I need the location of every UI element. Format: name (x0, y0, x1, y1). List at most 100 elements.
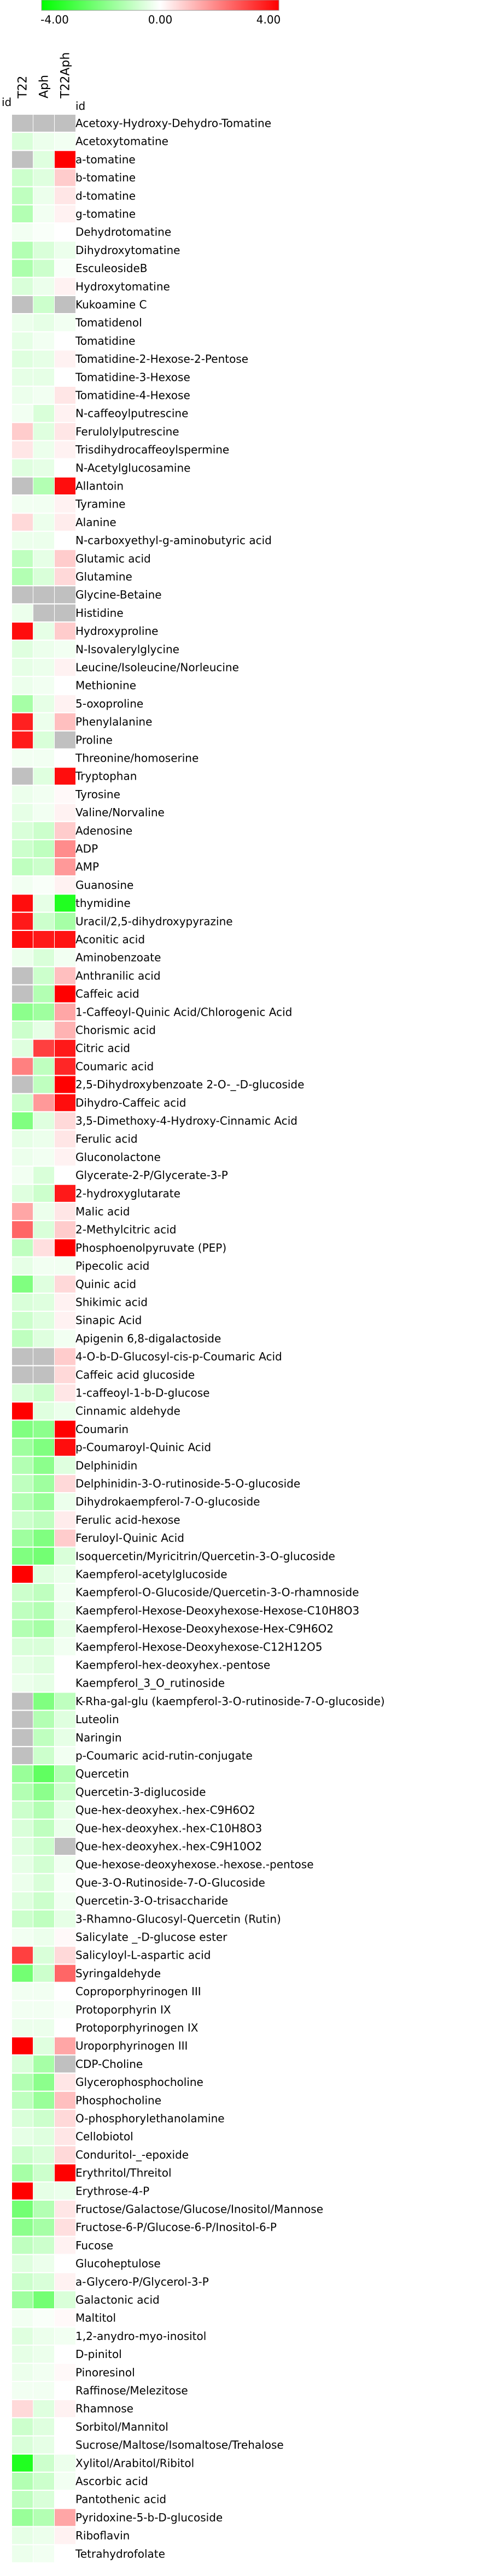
heatmap-cell (55, 1402, 75, 1420)
row-label: Naringin (75, 1731, 122, 1744)
heatmap-cell (12, 2291, 33, 2308)
heatmap-cells (12, 115, 75, 2562)
heatmap-cell (55, 858, 75, 876)
row-label: Tryptophan (75, 770, 137, 783)
heatmap-cell (33, 514, 54, 531)
heatmap-cell (55, 314, 75, 332)
heatmap-cell (55, 2237, 75, 2254)
heatmap-cell (33, 314, 54, 332)
row-label: Quinic acid (75, 1277, 136, 1290)
heatmap-cell (55, 2418, 75, 2436)
heatmap-cell (55, 985, 75, 1003)
heatmap-cell (12, 1166, 33, 1184)
heatmap-cell (55, 532, 75, 549)
heatmap-cell (12, 1584, 33, 1601)
row-label: Dehydrotomatine (75, 226, 171, 239)
heatmap-cell (33, 459, 54, 476)
heatmap-cell (33, 1420, 54, 1438)
heatmap-cell (55, 151, 75, 168)
row-label: thymidine (75, 897, 131, 910)
heatmap-cell (55, 640, 75, 658)
heatmap-cell (55, 241, 75, 259)
heatmap-cell (12, 223, 33, 241)
heatmap-cell (55, 2454, 75, 2472)
heatmap-cell (12, 2110, 33, 2127)
row-label: Uracil/2,5-dihydroxypyrazine (75, 915, 233, 928)
heatmap-cell (55, 568, 75, 585)
row-label: Allantoin (75, 480, 124, 493)
heatmap-cell (55, 2545, 75, 2562)
row-label: Pantothenic acid (75, 2493, 166, 2506)
row-label: Kaempferol-O-Glucoside/Quercetin-3-O-rha… (75, 1586, 359, 1599)
heatmap-cell (55, 1838, 75, 1855)
row-label: Shikimic acid (75, 1296, 148, 1309)
heatmap-cell (33, 1221, 54, 1239)
heatmap-cell (33, 2164, 54, 2182)
heatmap-cell (55, 1475, 75, 1492)
heatmap-cell (12, 2001, 33, 2018)
heatmap-cell (55, 2327, 75, 2345)
heatmap-cell (12, 1947, 33, 1964)
heatmap-cell (55, 2091, 75, 2109)
heatmap-cell (12, 1711, 33, 1728)
heatmap-cell (55, 840, 75, 857)
heatmap-cell (55, 2182, 75, 2200)
heatmap-cell (33, 695, 54, 712)
heatmap-cell (55, 2436, 75, 2454)
heatmap-cell (55, 1620, 75, 1637)
heatmap-cell (33, 1547, 54, 1565)
heatmap-cell (33, 912, 54, 930)
heatmap-cell (33, 1493, 54, 1511)
row-label: Fructose-6-P/Glucose-6-P/Inositol-6-P (75, 2221, 277, 2234)
heatmap-cell (12, 205, 33, 222)
heatmap-cell (33, 1819, 54, 1837)
heatmap-cell (55, 1275, 75, 1293)
heatmap-cell (55, 1729, 75, 1746)
heatmap-cell (55, 2019, 75, 2036)
heatmap-cell (33, 1402, 54, 1420)
heatmap-cell (12, 2073, 33, 2091)
heatmap-cell (33, 241, 54, 259)
heatmap-cell (12, 1729, 33, 1746)
heatmap-cell (12, 1058, 33, 1075)
heatmap-cell (55, 2291, 75, 2308)
row-label: Conduritol-_-epoxide (75, 2148, 189, 2161)
heatmap-cell (33, 1892, 54, 1909)
heatmap-cell (55, 1384, 75, 1401)
heatmap-cell (33, 115, 54, 132)
heatmap-cell (12, 677, 33, 694)
heatmap-cell (33, 1910, 54, 1927)
heatmap-cell (33, 1620, 54, 1637)
heatmap-cell (33, 1929, 54, 1946)
colorbar-label-min: -4.00 (40, 13, 69, 26)
heatmap-cell (12, 169, 33, 186)
heatmap-cell (55, 1330, 75, 1347)
row-label: Ascorbic acid (75, 2475, 148, 2488)
heatmap-cell (12, 1022, 33, 1039)
heatmap-cell (12, 695, 33, 712)
heatmap-cell (55, 1929, 75, 1946)
heatmap-cell (12, 1511, 33, 1529)
row-label: Alanine (75, 516, 116, 529)
heatmap-cell (55, 2491, 75, 2508)
row-label: K-Rha-gal-glu (kaempferol-3-O-rutinoside… (75, 1695, 385, 1708)
heatmap-cell (55, 1112, 75, 1129)
heatmap-cell (12, 2473, 33, 2490)
row-label: Que-hex-deoxyhex.-hex-C9H6O2 (75, 1803, 255, 1817)
row-label: g-tomatine (75, 208, 136, 221)
heatmap-cell (33, 2201, 54, 2218)
heatmap-cell (12, 387, 33, 404)
heatmap-cell (55, 1747, 75, 1764)
row-label: Dihydro-Caffeic acid (75, 1096, 186, 1109)
row-label: Salicylate _-D-glucose ester (75, 1931, 227, 1944)
heatmap-cell (12, 1801, 33, 1819)
heatmap-cell (12, 1221, 33, 1239)
heatmap-cell (33, 1275, 54, 1293)
heatmap-cell (33, 894, 54, 912)
heatmap-cell (55, 169, 75, 186)
heatmap-cell (55, 2345, 75, 2363)
heatmap-cell (33, 387, 54, 404)
heatmap-cell (55, 350, 75, 368)
heatmap-cell (33, 622, 54, 640)
